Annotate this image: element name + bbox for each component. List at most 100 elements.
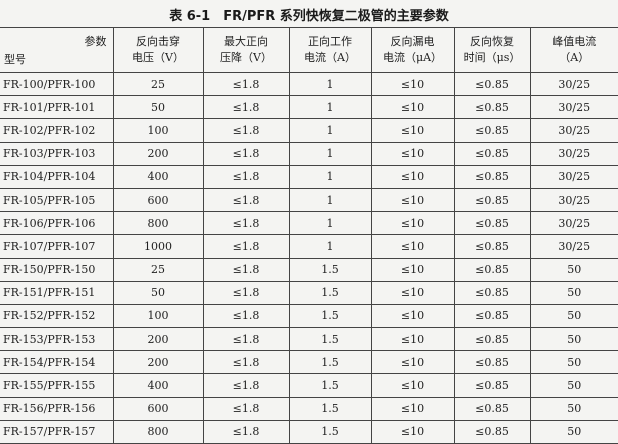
value-cell: ≤0.85 [454,374,530,397]
value-cell: 30/25 [530,165,618,188]
model-cell: FR-150/PFR-150 [0,258,113,281]
value-cell: 1.5 [289,351,371,374]
value-cell: ≤1.8 [203,281,289,304]
value-cell: ≤0.85 [454,258,530,281]
value-cell: ≤10 [371,142,454,165]
column-header: 最大正向压降（V） [203,28,289,73]
header-row: 参数 型号 反向击穿电压（V）最大正向压降（V）正向工作电流（A）反向漏电电流（… [0,28,618,73]
value-cell: ≤0.85 [454,188,530,211]
value-cell: ≤10 [371,235,454,258]
value-cell: ≤1.8 [203,165,289,188]
value-cell: 600 [113,188,203,211]
value-cell: 1.5 [289,258,371,281]
value-cell: ≤0.85 [454,281,530,304]
value-cell: 50 [113,281,203,304]
value-cell: 1.5 [289,420,371,443]
model-cell: FR-107/PFR-107 [0,235,113,258]
value-cell: ≤1.8 [203,374,289,397]
value-cell: 25 [113,73,203,96]
value-cell: 30/25 [530,188,618,211]
value-cell: ≤0.85 [454,328,530,351]
column-header-line: 时间（μs） [455,50,530,66]
value-cell: ≤10 [371,96,454,119]
value-cell: 50 [530,258,618,281]
value-cell: ≤0.85 [454,73,530,96]
value-cell: ≤10 [371,304,454,327]
model-cell: FR-153/PFR-153 [0,328,113,351]
value-cell: 1 [289,96,371,119]
value-cell: ≤0.85 [454,119,530,142]
model-label: 型号 [4,52,26,68]
value-cell: 100 [113,304,203,327]
value-cell: 50 [530,420,618,443]
value-cell: ≤0.85 [454,397,530,420]
value-cell: ≤1.8 [203,119,289,142]
model-cell: FR-157/PFR-157 [0,420,113,443]
value-cell: ≤0.85 [454,212,530,235]
value-cell: 1 [289,235,371,258]
model-cell: FR-152/PFR-152 [0,304,113,327]
model-cell: FR-155/PFR-155 [0,374,113,397]
model-cell: FR-105/PFR-105 [0,188,113,211]
value-cell: ≤1.8 [203,304,289,327]
column-header-line: 正向工作 [290,34,371,50]
value-cell: ≤1.8 [203,96,289,119]
column-header-line: 电压（V） [114,50,203,66]
value-cell: 50 [530,328,618,351]
value-cell: ≤10 [371,374,454,397]
value-cell: ≤10 [371,420,454,443]
column-header: 峰值电流（A） [530,28,618,73]
column-header: 正向工作电流（A） [289,28,371,73]
value-cell: ≤0.85 [454,142,530,165]
value-cell: 1 [289,165,371,188]
value-cell: 1.5 [289,281,371,304]
value-cell: 1000 [113,235,203,258]
value-cell: ≤1.8 [203,142,289,165]
value-cell: 1 [289,188,371,211]
value-cell: 50 [530,351,618,374]
column-header: 反向恢复时间（μs） [454,28,530,73]
value-cell: ≤1.8 [203,235,289,258]
value-cell: 200 [113,328,203,351]
value-cell: ≤10 [371,212,454,235]
column-header-line: 峰值电流 [531,34,618,50]
value-cell: ≤0.85 [454,96,530,119]
value-cell: 30/25 [530,235,618,258]
value-cell: 30/25 [530,119,618,142]
value-cell: 1 [289,119,371,142]
column-header: 反向击穿电压（V） [113,28,203,73]
model-cell: FR-101/PFR-101 [0,96,113,119]
value-cell: ≤1.8 [203,420,289,443]
value-cell: 1.5 [289,397,371,420]
value-cell: 800 [113,420,203,443]
value-cell: 30/25 [530,212,618,235]
column-header-line: 反向恢复 [455,34,530,50]
column-header: 反向漏电电流（μA） [371,28,454,73]
model-cell: FR-156/PFR-156 [0,397,113,420]
value-cell: ≤10 [371,73,454,96]
value-cell: ≤10 [371,397,454,420]
value-cell: ≤1.8 [203,328,289,351]
value-cell: 50 [530,304,618,327]
value-cell: ≤10 [371,165,454,188]
model-cell: FR-106/PFR-106 [0,212,113,235]
value-cell: ≤1.8 [203,258,289,281]
value-cell: ≤1.8 [203,351,289,374]
column-header-line: 最大正向 [204,34,289,50]
value-cell: 600 [113,397,203,420]
value-cell: 400 [113,165,203,188]
model-cell: FR-102/PFR-102 [0,119,113,142]
value-cell: 1 [289,212,371,235]
param-label: 参数 [85,34,107,50]
value-cell: 1 [289,142,371,165]
column-header-line: 电流（μA） [372,50,454,66]
value-cell: ≤10 [371,328,454,351]
